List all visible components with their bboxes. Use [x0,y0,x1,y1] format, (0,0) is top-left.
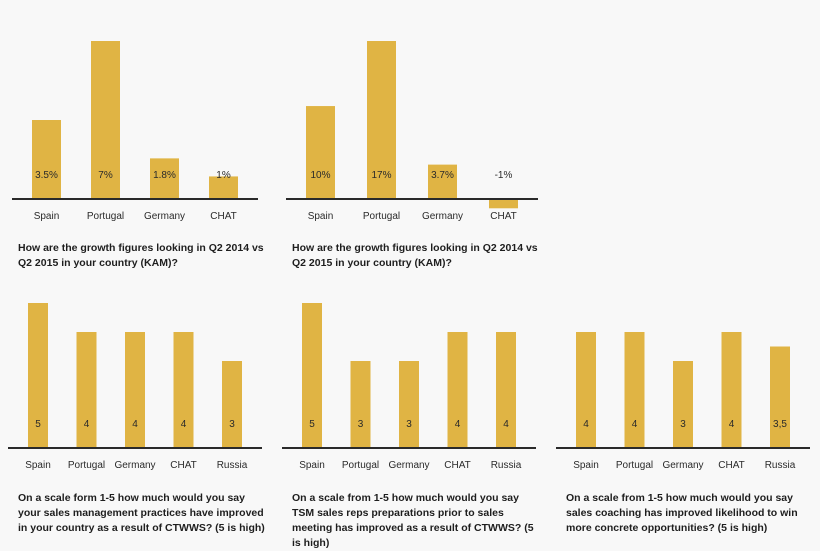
bar-portugal [367,41,396,199]
category-label: CHAT [170,460,196,471]
data-label: 3 [358,419,364,430]
bar-chart: 5 Spain 3 Portugal 3 Germany 4 CHAT 4 Russia [282,303,536,471]
bar-chat [721,332,742,448]
category-label: Spain [299,460,325,471]
chart-caption: On a scale form 1-5 how much would you s… [18,492,265,534]
bar-germany [125,332,145,448]
bar-chart: 4 Spain 4 Portugal 3 Germany 4 CHAT 3,5 Russia [556,332,810,471]
data-label: 3 [680,419,686,430]
data-label: 1.8% [153,170,176,181]
bar-spain [302,303,322,448]
category-label: Spain [34,211,60,222]
bar-russia [496,332,516,448]
bar-chat [209,176,238,199]
category-label: Spain [573,460,599,471]
data-label: 7% [98,170,113,181]
category-label: CHAT [210,211,236,222]
bar-germany [399,361,419,448]
bar-spain [28,303,48,448]
bar-chart: 10% Spain 17% Portugal 3.7% Germany -1% CHAT [286,41,538,222]
data-label: 17% [371,170,391,181]
bar-portugal [91,41,120,199]
data-label: 4 [583,419,589,430]
data-label: 3.7% [431,170,454,181]
category-label: Portugal [616,460,653,471]
bar-germany [150,158,179,199]
category-label: CHAT [718,460,744,471]
category-label: Portugal [363,211,400,222]
category-label: Germany [422,211,463,222]
bar-russia [770,346,790,448]
data-label: 4 [181,419,187,430]
category-label: Russia [765,460,796,471]
bar-spain [32,120,61,199]
category-label: Portugal [87,211,124,222]
bar-chart: 5 Spain 4 Portugal 4 Germany 4 CHAT 3 Russia [8,303,262,471]
chart-panel-kam-growth-2: 10% Spain 17% Portugal 3.7% Germany -1% CHAT Ho… [0,0,545,280]
category-label: Spain [25,460,51,471]
chart-panel-tsm-preparations: 5 Spain 3 Portugal 3 Germany 4 CHAT 4 Russia On a… [282,303,536,549]
category-label: CHAT [490,211,516,222]
chart-panel-sales-management: 5 Spain 4 Portugal 4 Germany 4 CHAT 3 Russia On a… [0,0,270,543]
data-label: 10% [310,170,330,181]
category-label: Portugal [68,460,105,471]
data-label: 5 [35,419,41,430]
data-label: 1% [216,170,231,181]
data-label: 4 [632,419,638,430]
category-label: CHAT [444,460,470,471]
category-label: Germany [114,460,155,471]
category-label: Germany [144,211,185,222]
data-label: 4 [455,419,461,430]
bar-germany [428,164,457,199]
bar-russia [222,361,242,448]
category-label: Russia [491,460,522,471]
data-label: 4 [132,419,138,430]
bar-portugal [624,332,645,448]
bar-chat [447,332,468,448]
category-label: Spain [308,211,334,222]
data-label: 4 [503,419,509,430]
bar-germany [673,361,693,448]
data-label: 5 [309,419,315,430]
data-label: -1% [495,170,513,181]
chart-panel-kam-growth-1: 3.5% Spain 7% Portugal 1.8% Germany 1% CHAT How… [0,0,270,280]
category-label: Portugal [342,460,379,471]
bar-chart: 3.5% Spain 7% Portugal 1.8% Germany 1% CHAT [12,41,258,222]
category-label: Russia [217,460,248,471]
chart-caption: On a scale from 1-5 how much would you s… [566,492,798,534]
data-label: 4 [729,419,735,430]
data-label: 4 [84,419,90,430]
chart-caption: How are the growth figures looking in Q2… [18,242,264,269]
bar-portugal [76,332,97,448]
category-label: Germany [662,460,703,471]
bar-chat [173,332,194,448]
category-label: Germany [388,460,429,471]
bar-spain [576,332,596,448]
bar-portugal [350,361,371,448]
data-label: 3 [229,419,235,430]
data-label: 3,5 [773,419,787,430]
bar-spain [306,106,335,199]
bar-chat [489,199,518,209]
data-label: 3 [406,419,412,430]
data-label: 3.5% [35,170,58,181]
chart-caption: On a scale from 1-5 how much would you s… [292,492,534,549]
chart-caption: How are the growth figures looking in Q2… [292,242,538,269]
